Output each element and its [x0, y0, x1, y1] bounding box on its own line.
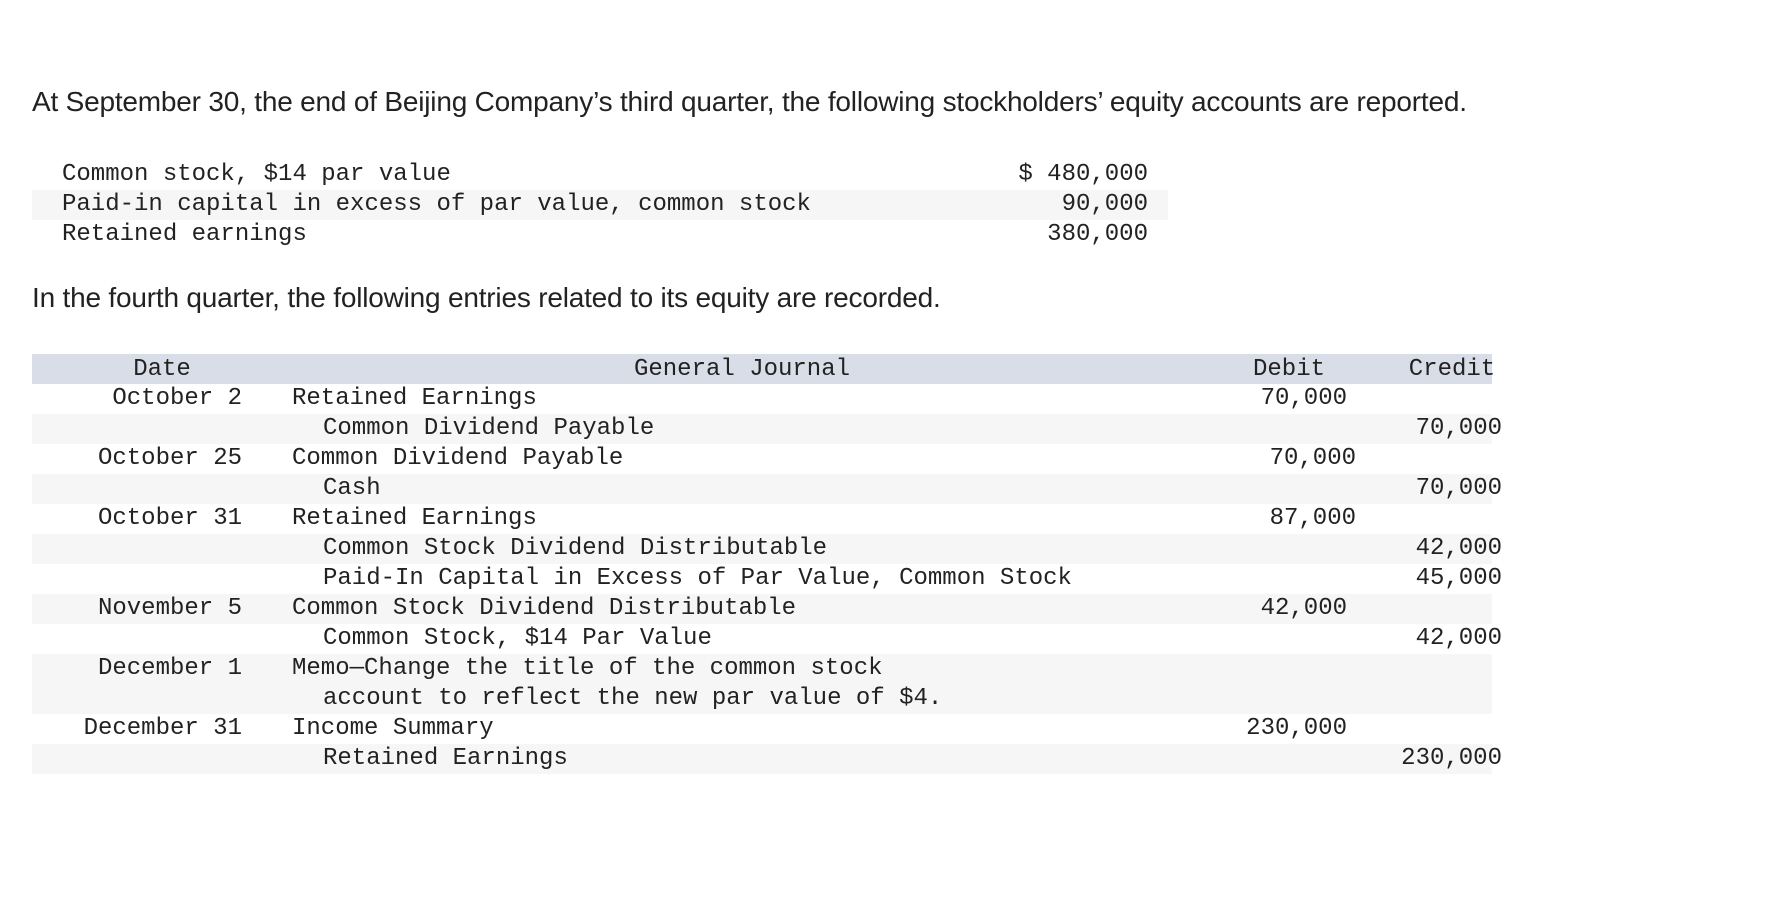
balance-label: Paid-in capital in excess of par value, …	[62, 191, 811, 218]
account-name: Income Summary	[292, 715, 494, 742]
journal-row: November 5 Common Stock Dividend Distrib…	[32, 594, 1492, 624]
account-name: Retained Earnings	[292, 385, 537, 412]
entry-date: October 25	[97, 445, 242, 472]
credit-amount: 70,000	[1415, 415, 1502, 442]
balance-row: Common stock, $14 par value $ 480,000	[32, 160, 1168, 190]
journal-row: October 2 Retained Earnings 70,000	[32, 384, 1492, 414]
entry-date: December 1	[97, 655, 242, 682]
journal-row: December 31 Income Summary 230,000	[32, 714, 1492, 744]
debit-amount: 70,000	[1260, 385, 1347, 412]
account-name: Retained Earnings	[292, 505, 537, 532]
date-column-header: Date	[133, 356, 191, 383]
balance-row: Retained earnings 380,000	[32, 220, 1168, 250]
account-name: account to reflect the new par value of …	[323, 685, 943, 712]
journal-row: Common Stock, $14 Par Value 42,000	[32, 624, 1502, 654]
journal-row: Common Stock Dividend Distributable 42,0…	[32, 534, 1502, 564]
journal-row: October 31 Retained Earnings 87,000	[32, 504, 1492, 534]
journal-row: Paid-In Capital in Excess of Par Value, …	[32, 564, 1502, 594]
debit-amount: 87,000	[1269, 505, 1356, 532]
journal-row: October 25 Common Dividend Payable 70,00…	[32, 444, 1492, 474]
general-journal-column-header: General Journal	[633, 356, 851, 383]
journal-header-row: Date General Journal Debit Credit	[32, 354, 1495, 384]
credit-amount: 42,000	[1415, 625, 1502, 652]
balance-label: Common stock, $14 par value	[62, 161, 451, 188]
journal-row: Common Dividend Payable 70,000	[32, 414, 1502, 444]
balance-amount: $ 480,000	[1018, 161, 1148, 188]
credit-amount: 70,000	[1415, 475, 1502, 502]
entry-date: October 2	[112, 385, 242, 412]
credit-amount: 42,000	[1415, 535, 1502, 562]
account-name: Common Stock Dividend Distributable	[323, 535, 828, 562]
debit-column-header: Debit	[1252, 356, 1325, 383]
journal-intro-paragraph: In the fourth quarter, the following ent…	[32, 282, 941, 313]
journal-row: December 1 Memo—Change the title of the …	[32, 654, 1492, 684]
account-name: Common Dividend Payable	[323, 415, 655, 442]
balance-row: Paid-in capital in excess of par value, …	[32, 190, 1168, 220]
intro-paragraph: At September 30, the end of Beijing Comp…	[32, 86, 1467, 117]
account-name: Paid-In Capital in Excess of Par Value, …	[323, 565, 1072, 592]
entry-date: November 5	[97, 595, 242, 622]
account-name: Common Dividend Payable	[292, 445, 624, 472]
balance-label: Retained earnings	[62, 221, 307, 248]
account-name: Cash	[323, 475, 381, 502]
debit-amount: 70,000	[1269, 445, 1356, 472]
account-name: Retained Earnings	[323, 745, 568, 772]
entry-date: December 31	[83, 715, 242, 742]
credit-amount: 230,000	[1401, 745, 1502, 772]
debit-amount: 42,000	[1260, 595, 1347, 622]
balances-table: Common stock, $14 par value $ 480,000 Pa…	[32, 160, 1168, 250]
general-journal-table: Date General Journal Debit Credit Octobe…	[32, 354, 1502, 774]
account-name: Common Stock, $14 Par Value	[323, 625, 712, 652]
balance-amount: 380,000	[1047, 221, 1148, 248]
debit-amount: 230,000	[1246, 715, 1347, 742]
journal-row: account to reflect the new par value of …	[32, 684, 1492, 714]
journal-row: Cash 70,000	[32, 474, 1502, 504]
credit-column-header: Credit	[1408, 356, 1496, 383]
journal-row: Retained Earnings 230,000	[32, 744, 1502, 774]
account-name: Memo—Change the title of the common stoc…	[292, 655, 883, 682]
balance-amount: 90,000	[1061, 191, 1148, 218]
account-name: Common Stock Dividend Distributable	[292, 595, 797, 622]
entry-date: October 31	[97, 505, 242, 532]
credit-amount: 45,000	[1415, 565, 1502, 592]
